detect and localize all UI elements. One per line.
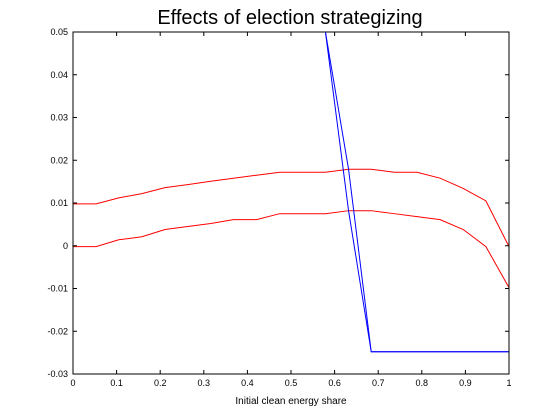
chart-title: Effects of election strategizing	[157, 7, 422, 29]
x-tick-label: 0	[70, 378, 75, 388]
x-tick-label: 0.9	[459, 378, 472, 388]
series-line-1	[73, 168, 509, 247]
x-tick-label: 0.6	[328, 378, 341, 388]
y-tick-label: 0.03	[50, 113, 68, 123]
x-tick-label: 0.4	[241, 378, 254, 388]
y-tick-label: 0.01	[50, 198, 68, 208]
series-line-2	[73, 210, 509, 288]
x-axis-label: Initial clean energy share	[235, 396, 347, 407]
y-tick-label: 0.04	[50, 70, 68, 80]
x-tick-label: 0.8	[416, 378, 429, 388]
x-tick-label: 0.2	[154, 378, 167, 388]
axes-box	[72, 31, 510, 375]
y-tick-label: -0.01	[47, 284, 68, 294]
y-tick-label: 0	[63, 241, 68, 251]
x-tick-label: 0.7	[372, 378, 385, 388]
y-tick-label: 0.05	[50, 27, 68, 37]
y-tick-label: 0.02	[50, 155, 68, 165]
x-tick-label: 0.5	[285, 378, 298, 388]
y-tick-label: -0.03	[47, 369, 68, 379]
x-tick-label: 1	[506, 378, 511, 388]
series-line-3	[324, 32, 509, 353]
x-tick-label: 0.3	[198, 378, 211, 388]
x-tick-label: 0.1	[110, 378, 123, 388]
y-tick-label: -0.02	[47, 326, 68, 336]
series-line-4	[324, 32, 509, 353]
